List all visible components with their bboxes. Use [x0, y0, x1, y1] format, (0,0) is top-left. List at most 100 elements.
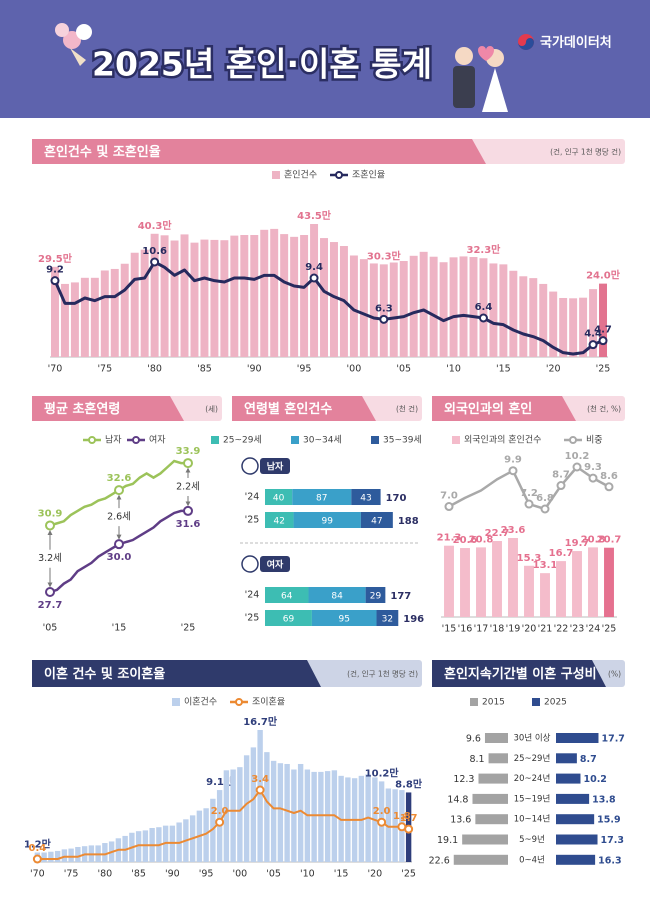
section-unit: (%): [608, 670, 621, 679]
bar: [540, 573, 550, 617]
bar-value-label: 16.7만: [243, 715, 278, 728]
bar: [230, 769, 236, 862]
bar-value-label: 20.6: [453, 535, 478, 546]
x-tick-label: '70: [30, 869, 45, 880]
bar: [130, 252, 139, 357]
category-label: 30년 이상: [514, 733, 551, 744]
line-value-label: 30.9: [38, 508, 63, 519]
line-value-label: 0.4: [29, 843, 47, 854]
section-title: 평균 초혼연령: [44, 401, 120, 417]
bar: [75, 846, 81, 862]
bar: [50, 266, 59, 357]
bar-value-label: 19.7: [565, 538, 590, 549]
line-value-label: 9.3: [584, 462, 602, 473]
panel-badge: [260, 458, 290, 474]
x-tick-label: '25: [181, 623, 196, 634]
x-tick-label: '85: [131, 869, 146, 880]
gap-label: 2.6세: [107, 512, 131, 523]
line-point: [377, 817, 387, 827]
bar: [220, 240, 229, 357]
bar: [54, 850, 61, 862]
x-tick-label: '25: [602, 624, 617, 635]
line-value-label: 10.6: [142, 246, 167, 257]
x-tick-label: '16: [458, 624, 473, 635]
bar: [257, 730, 263, 862]
legend-label: 35~39세: [383, 435, 422, 446]
x-tick-label: '85: [197, 364, 212, 375]
legend-label: 30~34세: [303, 435, 342, 446]
value-label-right: 17.7: [601, 734, 624, 745]
bar-value-label: 24.0만: [586, 269, 621, 282]
line-value-label: 4.7: [594, 325, 612, 336]
bar-right: [556, 854, 596, 865]
bar-value-label: 22.7: [485, 528, 510, 539]
section-title: 연령별 혼인건수: [244, 401, 332, 417]
x-tick-label: '00: [347, 364, 362, 375]
bar-value-label: 20.8: [581, 534, 606, 545]
line-point: [588, 340, 598, 350]
bar-segment: [308, 587, 366, 603]
segment-label: 69: [283, 615, 295, 625]
legend-marker: [88, 436, 96, 444]
row-label: '24: [245, 590, 260, 601]
x-tick-label: '10: [300, 869, 315, 880]
panel-badge: [260, 556, 290, 572]
x-tick-label: '15: [334, 869, 349, 880]
legend-label: 조이혼율: [252, 696, 285, 708]
segment-label: 29: [370, 592, 382, 602]
bar: [499, 264, 508, 357]
bar: [102, 843, 108, 862]
category-label: 20~24년: [514, 773, 551, 784]
bar: [291, 769, 297, 862]
bar: [160, 235, 169, 357]
line-value-label: 6.3: [375, 303, 393, 314]
bar: [559, 297, 568, 357]
bar: [120, 263, 129, 357]
section-title: 외국인과의 혼인: [444, 401, 532, 417]
bar: [61, 849, 68, 862]
x-tick-label: '95: [199, 869, 214, 880]
bar: [392, 789, 398, 862]
bar: [379, 264, 388, 357]
line-point: [540, 504, 550, 514]
bar-value-label: 16.7: [549, 548, 574, 559]
x-tick-label: '15: [442, 624, 457, 635]
line-point: [478, 313, 488, 323]
x-tick-label: '15: [496, 364, 511, 375]
segment-label: 64: [281, 592, 293, 602]
bar: [572, 551, 582, 617]
bar: [180, 234, 189, 357]
line-point: [444, 502, 454, 512]
bar-segment: [265, 489, 293, 505]
legend-label: 외국인과의 혼인건수: [464, 434, 541, 446]
bar: [508, 538, 518, 617]
line-point: [508, 466, 518, 476]
bar: [41, 852, 47, 862]
legend-label: 2025: [544, 698, 567, 708]
section-title: 혼인건수 및 조혼인율: [44, 144, 161, 160]
line-point: [556, 481, 566, 491]
bar: [240, 235, 249, 357]
bar: [290, 236, 299, 357]
bar: [60, 283, 69, 357]
legend-marker: [132, 436, 140, 444]
bar: [210, 239, 219, 357]
bar-value-label: 32.3만: [467, 243, 502, 256]
line-value-label: 8.6: [600, 471, 618, 482]
bar: [80, 277, 89, 357]
category-label: 10~14년: [514, 814, 551, 825]
legend-label: 이혼건수: [184, 696, 217, 708]
bar: [237, 767, 243, 862]
bar-left: [488, 753, 508, 764]
total-label: 188: [398, 516, 419, 527]
x-tick-label: '18: [490, 624, 505, 635]
bar: [449, 257, 458, 357]
bar: [599, 283, 608, 357]
line-value-label: 33.9: [176, 446, 201, 457]
bar: [100, 270, 109, 357]
line-value-label: 1.8: [393, 811, 411, 822]
bar: [369, 263, 378, 357]
bar-value-label: 1.2만: [24, 838, 52, 851]
bar: [588, 547, 598, 617]
bar: [264, 752, 270, 862]
